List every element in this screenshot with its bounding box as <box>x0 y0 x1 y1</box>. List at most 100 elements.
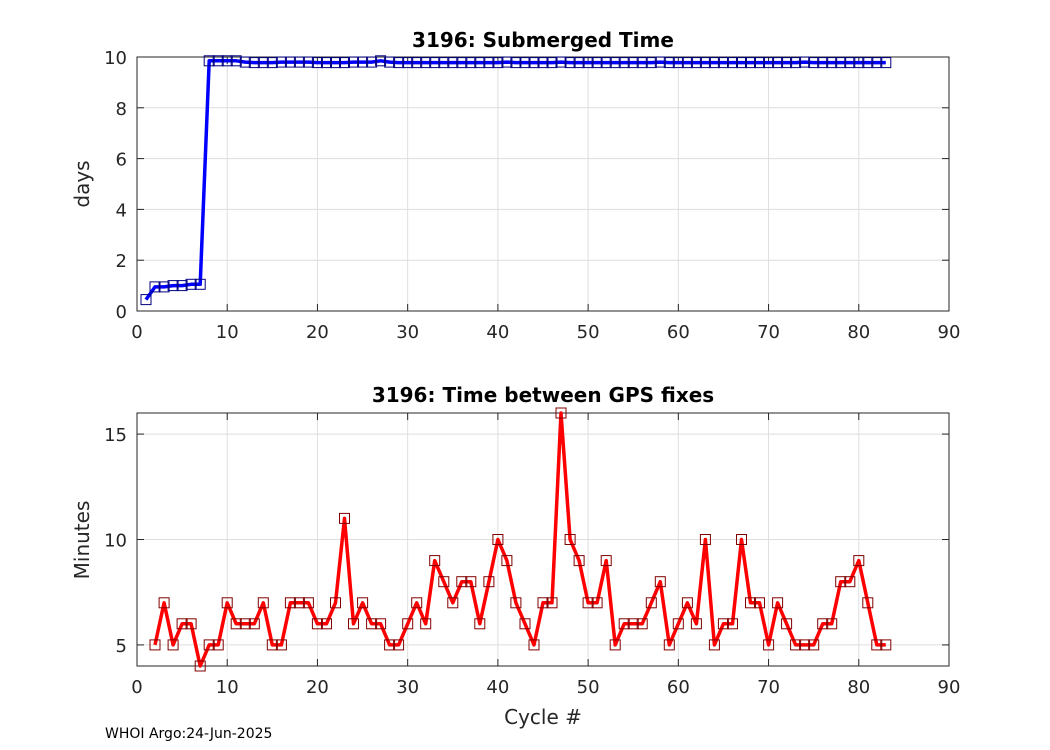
data-point-bottom <box>357 597 369 609</box>
data-point-bottom <box>257 597 269 609</box>
data-point-top <box>357 56 369 68</box>
data-point-top <box>817 57 829 69</box>
data-point-top <box>230 55 242 67</box>
y-tick-label-top: 10 <box>104 48 127 69</box>
data-point-top <box>311 57 323 69</box>
data-point-top <box>826 57 838 69</box>
data-point-bottom <box>745 597 756 609</box>
data-point-bottom <box>663 639 675 651</box>
data-point-top <box>871 57 883 69</box>
series-submerged-time <box>140 55 892 306</box>
data-point-bottom <box>591 597 603 609</box>
data-point-bottom <box>384 639 396 651</box>
data-point-top <box>763 57 775 69</box>
data-point-bottom <box>781 618 793 630</box>
data-point-bottom <box>654 576 666 588</box>
y-axis-label-days: days <box>70 160 94 207</box>
data-point-bottom <box>501 555 513 567</box>
ticks-top: 0 10 20 30 40 50 60 70 80 90 0 2 4 6 8 10 <box>104 48 960 343</box>
data-point-top <box>591 57 603 69</box>
data-point-top <box>690 57 702 69</box>
data-point-top <box>420 57 432 69</box>
chart-title-submerged-time: 3196: Submerged Time <box>412 28 674 52</box>
data-point-bottom <box>763 639 775 651</box>
data-point-top <box>609 57 621 69</box>
data-point-top <box>654 56 666 68</box>
data-point-top <box>708 57 720 69</box>
data-point-top <box>339 57 350 69</box>
x-tick-label-top: 0 <box>131 322 142 343</box>
data-point-top <box>275 56 287 68</box>
ticks-bottom: 0 10 20 30 40 50 60 70 80 90 5 10 15 <box>104 413 960 698</box>
data-point-top <box>167 280 179 292</box>
chart-title-gps-fixes: 3196: Time between GPS fixes <box>372 383 714 407</box>
data-point-bottom <box>393 639 405 651</box>
data-point-bottom <box>727 618 738 630</box>
data-point-bottom <box>330 597 341 609</box>
data-point-bottom <box>203 639 215 651</box>
data-point-top <box>645 57 657 69</box>
data-point-top <box>366 56 378 68</box>
data-point-top <box>375 55 387 67</box>
x-tick-label-bottom: 50 <box>577 677 600 698</box>
data-point-top <box>321 57 332 69</box>
data-point-bottom <box>799 639 811 651</box>
data-point-top <box>681 57 693 69</box>
data-point-top <box>528 57 540 69</box>
x-tick-label-bottom: 90 <box>938 677 961 698</box>
data-point-bottom <box>194 660 206 672</box>
data-point-bottom <box>844 576 856 588</box>
data-point-bottom <box>835 576 847 588</box>
data-point-top <box>799 56 811 68</box>
data-point-top <box>582 57 594 69</box>
data-point-top <box>284 56 296 68</box>
data-point-bottom <box>790 639 802 651</box>
y-tick-label-top: 2 <box>116 251 127 272</box>
data-point-top <box>835 57 847 69</box>
y-tick-label-bottom: 15 <box>104 425 127 446</box>
data-point-top <box>348 56 359 68</box>
data-point-top <box>474 57 486 69</box>
series-line-top <box>144 59 886 301</box>
data-point-top <box>880 57 892 69</box>
data-point-bottom <box>221 597 233 609</box>
gps-fix-time-chart: 3196: Time between GPS fixes 0 10 20 30 40 50… <box>70 383 960 729</box>
data-point-bottom <box>717 618 729 630</box>
data-point-bottom <box>645 597 657 609</box>
data-point-top <box>176 280 188 292</box>
data-point-bottom <box>302 597 314 609</box>
data-point-bottom <box>339 512 350 524</box>
data-point-top <box>618 57 630 69</box>
data-point-top <box>293 56 305 68</box>
data-point-top <box>185 278 197 290</box>
data-point-bottom <box>284 597 296 609</box>
data-point-top <box>483 57 495 69</box>
data-point-bottom <box>871 639 883 651</box>
data-point-bottom <box>600 555 612 567</box>
data-point-bottom <box>420 618 432 630</box>
data-point-bottom <box>429 555 441 567</box>
plot-area-top <box>137 57 949 311</box>
x-tick-label-top: 10 <box>216 322 239 343</box>
data-point-bottom <box>582 597 594 609</box>
data-point-top <box>636 57 648 69</box>
x-tick-label-bottom: 0 <box>131 677 142 698</box>
data-point-top <box>727 57 738 69</box>
data-point-top <box>239 56 251 68</box>
x-tick-label-top: 30 <box>396 322 419 343</box>
data-point-top <box>736 57 747 69</box>
grid-top <box>137 57 949 311</box>
data-point-top <box>600 57 612 69</box>
data-point-bottom <box>266 639 278 651</box>
x-tick-label-top: 70 <box>757 322 780 343</box>
data-point-bottom <box>627 618 639 630</box>
data-point-top <box>672 57 684 69</box>
data-point-top <box>257 57 269 69</box>
y-tick-label-bottom: 10 <box>104 531 127 552</box>
series-gps-fix-time <box>149 407 892 672</box>
y-tick-label-bottom: 5 <box>116 636 127 657</box>
x-tick-label-top: 50 <box>577 322 600 343</box>
data-point-top <box>717 57 729 69</box>
data-point-bottom <box>772 597 784 609</box>
